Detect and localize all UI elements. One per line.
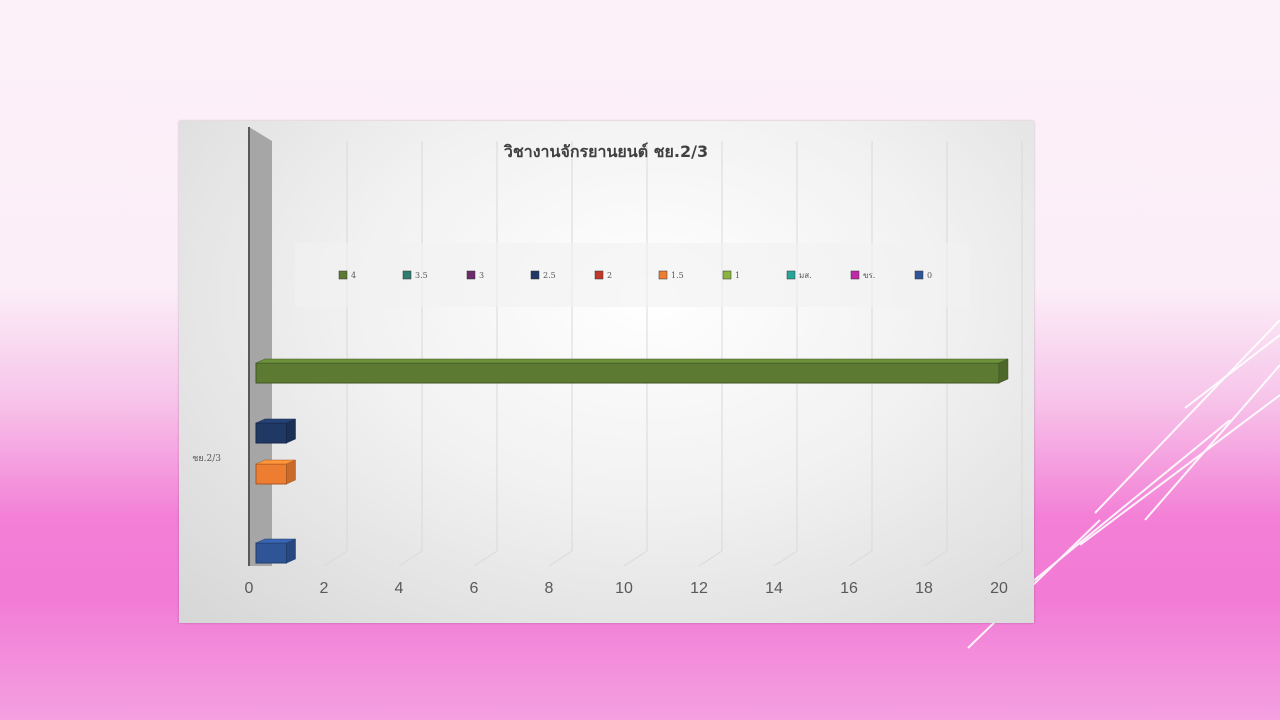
legend-swatch — [786, 270, 796, 280]
gridlines — [323, 141, 1023, 567]
legend-swatch — [658, 270, 668, 280]
gridline-floor — [773, 550, 798, 567]
x-tick-label: 16 — [840, 580, 858, 597]
bar-side-face — [286, 538, 296, 564]
chart-area: วิชางานจักรยานยนต์ ชย.2/3 4 3.5 3 2.5 2 1.5 1 ม… — [179, 121, 1034, 623]
x-tick-label: 10 — [615, 580, 633, 597]
chart-title: วิชางานจักรยานยนต์ ชย.2/3 — [503, 142, 708, 161]
legend-label: 0 — [927, 271, 932, 280]
legend-label: ขร. — [863, 271, 875, 280]
bar-side-face — [286, 418, 296, 444]
bar — [255, 542, 287, 564]
bar-side-face — [286, 459, 296, 485]
x-tick-label: 20 — [990, 580, 1008, 597]
legend-swatch — [594, 270, 604, 280]
bar — [255, 463, 287, 485]
x-tick-label: 18 — [915, 580, 933, 597]
legend-label: 2 — [607, 271, 612, 280]
legend-swatch — [530, 270, 540, 280]
bar-2.5 — [255, 418, 296, 444]
bars — [255, 358, 1009, 564]
bar-top-face — [255, 358, 1009, 364]
legend-swatch — [850, 270, 860, 280]
x-tick-label: 4 — [395, 580, 404, 597]
axis-3d-wall — [249, 127, 272, 566]
bar — [255, 422, 287, 444]
legend: 4 3.5 3 2.5 2 1.5 1 มส. ขร. 0 — [338, 270, 932, 280]
legend-label: 4 — [351, 271, 356, 280]
gridline-floor — [923, 550, 948, 567]
legend-label: มส. — [799, 271, 812, 280]
x-tick-label: 6 — [470, 580, 479, 597]
legend-swatch — [402, 270, 412, 280]
legend-label: 2.5 — [543, 271, 556, 280]
bar-0 — [255, 538, 296, 564]
bar-side-face — [998, 358, 1009, 384]
gridline-floor — [623, 550, 648, 567]
gridline-floor — [398, 550, 423, 567]
gridline-floor — [998, 550, 1023, 567]
category-label: ชย.2/3 — [192, 454, 221, 464]
x-axis-ticks: 0 2 4 6 8 10 12 14 16 18 20 — [245, 580, 1008, 597]
x-tick-label: 2 — [320, 580, 329, 597]
x-tick-label: 12 — [690, 580, 708, 597]
legend-swatch — [914, 270, 924, 280]
x-tick-label: 14 — [765, 580, 783, 597]
x-tick-label: 8 — [545, 580, 554, 597]
legend-label: 1.5 — [671, 271, 684, 280]
legend-label: 3 — [479, 271, 484, 280]
legend-swatch — [466, 270, 476, 280]
bar-4 — [255, 358, 1009, 384]
legend-swatch — [722, 270, 732, 280]
bar — [255, 362, 1000, 384]
gridline-floor — [848, 550, 873, 567]
gridline-floor — [548, 550, 573, 567]
gridline-floor — [323, 550, 348, 567]
gridline-floor — [473, 550, 498, 567]
gridline-floor — [698, 550, 723, 567]
x-tick-label: 0 — [245, 580, 254, 597]
legend-label: 1 — [735, 271, 740, 280]
bar-chart: วิชางานจักรยานยนต์ ชย.2/3 4 3.5 3 2.5 2 1.5 1 ม… — [192, 127, 1023, 597]
legend-label: 3.5 — [415, 271, 428, 280]
legend-swatch — [338, 270, 348, 280]
bar-1.5 — [255, 459, 296, 485]
